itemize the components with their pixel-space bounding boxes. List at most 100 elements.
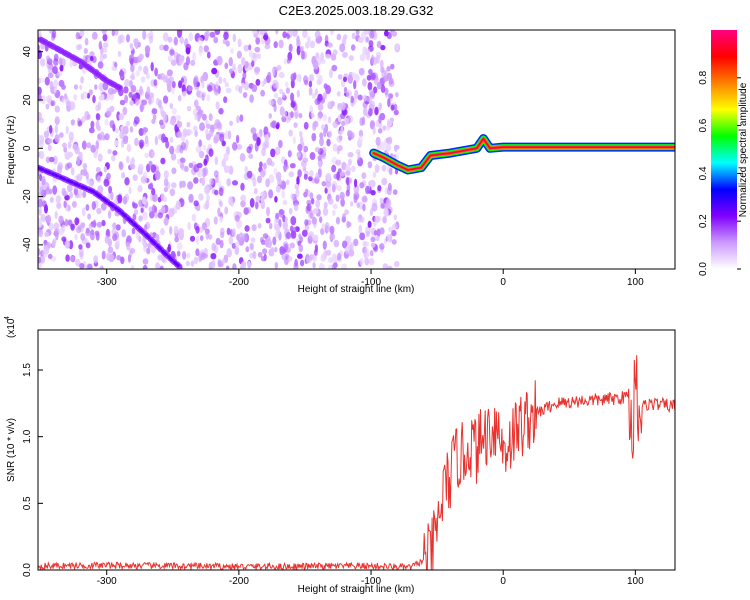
- noise-blob: [178, 80, 183, 89]
- noise-blob: [379, 227, 385, 235]
- noise-blob: [331, 263, 337, 269]
- noise-blob: [232, 33, 236, 43]
- noise-blob: [154, 67, 159, 77]
- noise-blob: [159, 265, 164, 269]
- noise-blob: [309, 40, 315, 49]
- noise-blob: [294, 183, 300, 190]
- noise-blob: [99, 265, 104, 269]
- noise-blob: [140, 207, 144, 214]
- noise-blob: [95, 140, 100, 150]
- noise-blob: [269, 222, 273, 230]
- noise-blob: [134, 98, 140, 106]
- noise-blob: [114, 61, 118, 68]
- noise-blob: [163, 95, 169, 104]
- noise-blob: [243, 44, 249, 52]
- noise-blob: [231, 228, 236, 238]
- noise-blob: [296, 151, 301, 158]
- noise-blob: [71, 200, 77, 208]
- noise-blob: [384, 87, 389, 96]
- noise-blob: [387, 97, 391, 108]
- noise-blob: [381, 164, 387, 172]
- noise-blob: [142, 211, 148, 221]
- noise-blob: [196, 89, 200, 98]
- noise-blob: [318, 111, 323, 119]
- noise-blob: [119, 99, 126, 106]
- noise-blob: [185, 47, 191, 55]
- noise-blob: [230, 47, 234, 54]
- noise-blob: [304, 41, 310, 49]
- noise-blob: [359, 232, 366, 241]
- noise-blob: [273, 93, 279, 99]
- noise-blob: [343, 86, 348, 94]
- noise-blob: [263, 162, 267, 170]
- noise-blob: [239, 114, 244, 122]
- noise-blob: [308, 231, 314, 240]
- noise-blob: [115, 128, 119, 134]
- noise-blob: [69, 137, 74, 143]
- noise-blob: [357, 151, 361, 161]
- noise-blob: [110, 191, 114, 201]
- noise-blob: [55, 195, 61, 204]
- noise-blob: [379, 59, 384, 68]
- noise-blob: [312, 121, 317, 131]
- noise-blob: [123, 136, 128, 144]
- noise-blob: [97, 61, 104, 69]
- noise-blob: [284, 216, 288, 224]
- noise-blob: [311, 216, 317, 225]
- noise-blob: [376, 54, 380, 64]
- noise-blob: [386, 186, 392, 196]
- noise-blob: [228, 57, 233, 67]
- noise-blob: [311, 93, 317, 99]
- noise-blob: [204, 185, 210, 195]
- noise-blob: [316, 194, 322, 201]
- noise-blob: [250, 237, 256, 243]
- noise-blob: [47, 253, 53, 260]
- noise-blob: [318, 168, 323, 178]
- noise-blob: [129, 126, 134, 133]
- noise-blob: [229, 120, 234, 127]
- noise-blob: [272, 236, 277, 246]
- noise-blob: [77, 189, 82, 199]
- noise-blob: [308, 87, 313, 96]
- noise-blob: [336, 33, 342, 41]
- noise-blob: [271, 68, 276, 76]
- noise-blob: [378, 102, 383, 111]
- noise-blob: [102, 42, 109, 48]
- noise-blob: [340, 198, 345, 207]
- noise-blob: [90, 144, 96, 153]
- noise-blob: [265, 178, 270, 188]
- noise-blob: [392, 223, 398, 230]
- snr-scale-exponent: 4: [4, 316, 11, 320]
- noise-blob: [288, 129, 294, 137]
- noise-blob: [372, 126, 376, 135]
- noise-blob: [193, 177, 199, 184]
- noise-blob: [148, 206, 153, 213]
- noise-blob: [87, 213, 91, 220]
- noise-blob: [379, 243, 385, 250]
- noise-blob: [332, 121, 339, 129]
- noise-blob: [379, 141, 386, 151]
- noise-blob: [84, 110, 90, 121]
- noise-blob: [235, 134, 240, 144]
- noise-blob: [138, 163, 144, 172]
- noise-blob: [296, 176, 300, 186]
- noise-blob: [213, 136, 219, 144]
- noise-blob: [341, 216, 346, 223]
- noise-blob: [320, 52, 324, 61]
- noise-blob: [270, 246, 275, 257]
- noise-blob: [236, 115, 240, 124]
- noise-blob: [353, 238, 359, 247]
- noise-blob: [293, 202, 299, 212]
- noise-blob: [275, 81, 279, 89]
- noise-blob: [86, 142, 92, 149]
- noise-blob: [319, 216, 323, 223]
- noise-blob: [268, 174, 275, 184]
- noise-blob: [322, 240, 327, 250]
- noise-blob: [275, 171, 282, 181]
- noise-blob: [362, 203, 366, 212]
- noise-blob: [368, 257, 375, 266]
- noise-blob: [133, 116, 140, 125]
- noise-blob: [218, 76, 223, 84]
- noise-blob: [281, 254, 286, 260]
- noise-blob: [82, 67, 87, 74]
